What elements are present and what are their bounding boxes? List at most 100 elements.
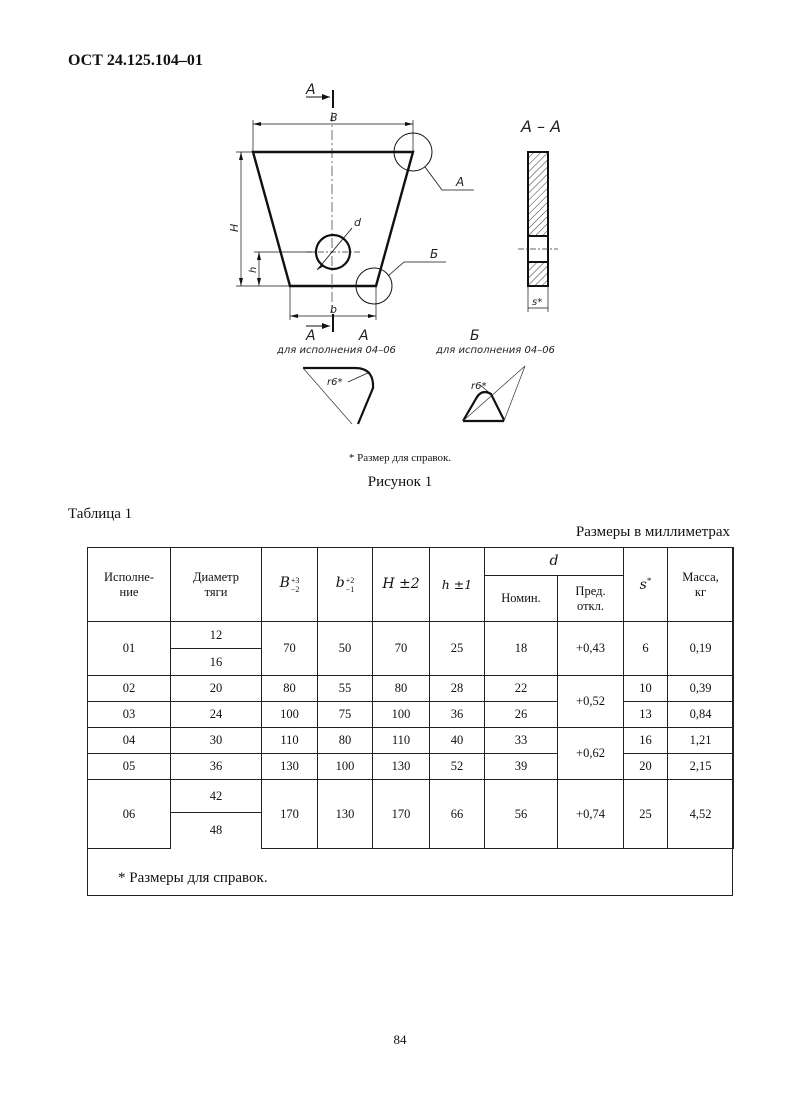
header-b-tol-upper: +2 (345, 575, 355, 585)
table-row-05-s: 20 (623, 753, 668, 780)
detail-A-note: для исполнения 04–06 (276, 345, 396, 356)
header-b: b+2 −1 (317, 547, 373, 622)
table-row-04-b: 80 (317, 727, 373, 754)
table-row-06-diameter-1: 42 (170, 779, 262, 813)
table-row-04-diameter: 30 (170, 727, 262, 754)
detail-B-title: Б (470, 328, 480, 344)
table-row-02-mass: 0,39 (667, 675, 734, 702)
header-d-nominal: Номин. (484, 575, 558, 622)
table-row-06-version: 06 (87, 779, 171, 849)
dimensions-table: Исполне- ние Диаметр тяги B+3 −2 b+2 −1 H … (87, 547, 734, 849)
table-units: Размеры в миллиметрах (575, 524, 730, 540)
dim-H-label: H (228, 224, 241, 232)
table-row-04-h: 40 (429, 727, 485, 754)
table-row-03-B: 100 (261, 701, 318, 728)
table-row-01-diameter-2: 16 (170, 648, 262, 676)
table-row-01-B: 70 (261, 621, 318, 676)
table-row-03-s: 13 (623, 701, 668, 728)
section-title: А – А (520, 117, 561, 136)
section-marker-top: А (305, 82, 334, 108)
table-row-01-mass: 0,19 (667, 621, 734, 676)
header-s: s* (623, 547, 668, 622)
table-row-03-d-nominal: 26 (484, 701, 558, 728)
table-row-02-version: 02 (87, 675, 171, 702)
table-row-04-H: 110 (372, 727, 430, 754)
table-row-02-03-d-deviation: +0,52 (557, 675, 624, 728)
detail-B-note: для исполнения 04–06 (435, 345, 555, 356)
header-d-deviation: Пред. откл. (557, 575, 624, 622)
table-footnote: * Размеры для справок. (118, 870, 268, 886)
table-row-02-H: 80 (372, 675, 430, 702)
callout-B-label: Б (430, 247, 438, 261)
header-B-tol-upper: +3 (290, 575, 300, 585)
detail-A-radius: r6* (327, 377, 342, 388)
table-row-05-b: 100 (317, 753, 373, 780)
table-row-02-b: 55 (317, 675, 373, 702)
table-row-04-d-nominal: 33 (484, 727, 558, 754)
detail-B-radius: r6* (471, 381, 486, 392)
dim-s-label: s* (532, 297, 542, 308)
table-row-03-version: 03 (87, 701, 171, 728)
table-row-05-H: 130 (372, 753, 430, 780)
header-B-tol-lower: −2 (290, 584, 300, 594)
table-row-03-H: 100 (372, 701, 430, 728)
header-version: Исполне- ние (87, 547, 171, 622)
table-row-04-05-d-deviation: +0,62 (557, 727, 624, 780)
dim-d-label: d (354, 216, 362, 229)
header-b-tol-lower: −1 (345, 584, 355, 594)
header-rod-diameter: Диаметр тяги (170, 547, 262, 622)
dim-B-label: B (330, 111, 338, 124)
table-row-05-d-nominal: 39 (484, 753, 558, 780)
table-row-06-d-deviation: +0,74 (557, 779, 624, 849)
table-row-06-h: 66 (429, 779, 485, 849)
table-row-06-b: 130 (317, 779, 373, 849)
page-number: 84 (393, 1032, 407, 1047)
table-row-01-b: 50 (317, 621, 373, 676)
table-row-01-version: 01 (87, 621, 171, 676)
table-row-05-diameter: 36 (170, 753, 262, 780)
table-row-05-mass: 2,15 (667, 753, 734, 780)
table-row-04-s: 16 (623, 727, 668, 754)
callout-A-label: А (455, 175, 464, 189)
table-row-06-s: 25 (623, 779, 668, 849)
table-row-06-H: 170 (372, 779, 430, 849)
figure-footnote: * Размер для справок. (348, 452, 452, 464)
table-row-02-s: 10 (623, 675, 668, 702)
section-marker-bottom: А (305, 314, 334, 344)
table-row-06-mass: 4,52 (667, 779, 734, 849)
document-code: ОСТ 24.125.104–01 (68, 52, 203, 69)
table-row-06-diameter-2: 48 (170, 812, 262, 849)
header-h: h ±1 (429, 547, 485, 622)
detail-A-title: А (358, 328, 369, 344)
table-row-05-version: 05 (87, 753, 171, 780)
table-row-01-H: 70 (372, 621, 430, 676)
header-mass: Масса, кг (667, 547, 734, 622)
header-B-symbol: B (279, 575, 290, 592)
table-row-05-B: 130 (261, 753, 318, 780)
header-s-mark: * (646, 575, 652, 586)
header-H: H ±2 (372, 547, 430, 622)
technical-drawing: А А d B b H h А Б А – А (228, 82, 561, 425)
table-row-04-B: 110 (261, 727, 318, 754)
table-label: Таблица 1 (68, 506, 133, 522)
table-row-01-s: 6 (623, 621, 668, 676)
table-row-02-d-nominal: 22 (484, 675, 558, 702)
table-row-06-d-nominal: 56 (484, 779, 558, 849)
table-row-04-version: 04 (87, 727, 171, 754)
table-row-01-d-deviation: +0,43 (557, 621, 624, 676)
header-d: d (484, 547, 624, 576)
table-row-02-diameter: 20 (170, 675, 262, 702)
table-row-01-d-nominal: 18 (484, 621, 558, 676)
plate-outline (251, 150, 415, 288)
header-b-symbol: b (335, 575, 345, 592)
table-row-04-mass: 1,21 (667, 727, 734, 754)
figure-caption: Рисунок 1 (367, 474, 433, 490)
detail-B-view: r6* (462, 365, 526, 423)
section-view: s* (518, 151, 558, 312)
section-marker-bottom-label: А (305, 328, 316, 344)
table-row-03-h: 36 (429, 701, 485, 728)
table-row-01-diameter-1: 12 (170, 621, 262, 649)
table-row-03-diameter: 24 (170, 701, 262, 728)
section-marker-top-label: А (305, 82, 316, 98)
dim-h-label: h (248, 267, 259, 273)
